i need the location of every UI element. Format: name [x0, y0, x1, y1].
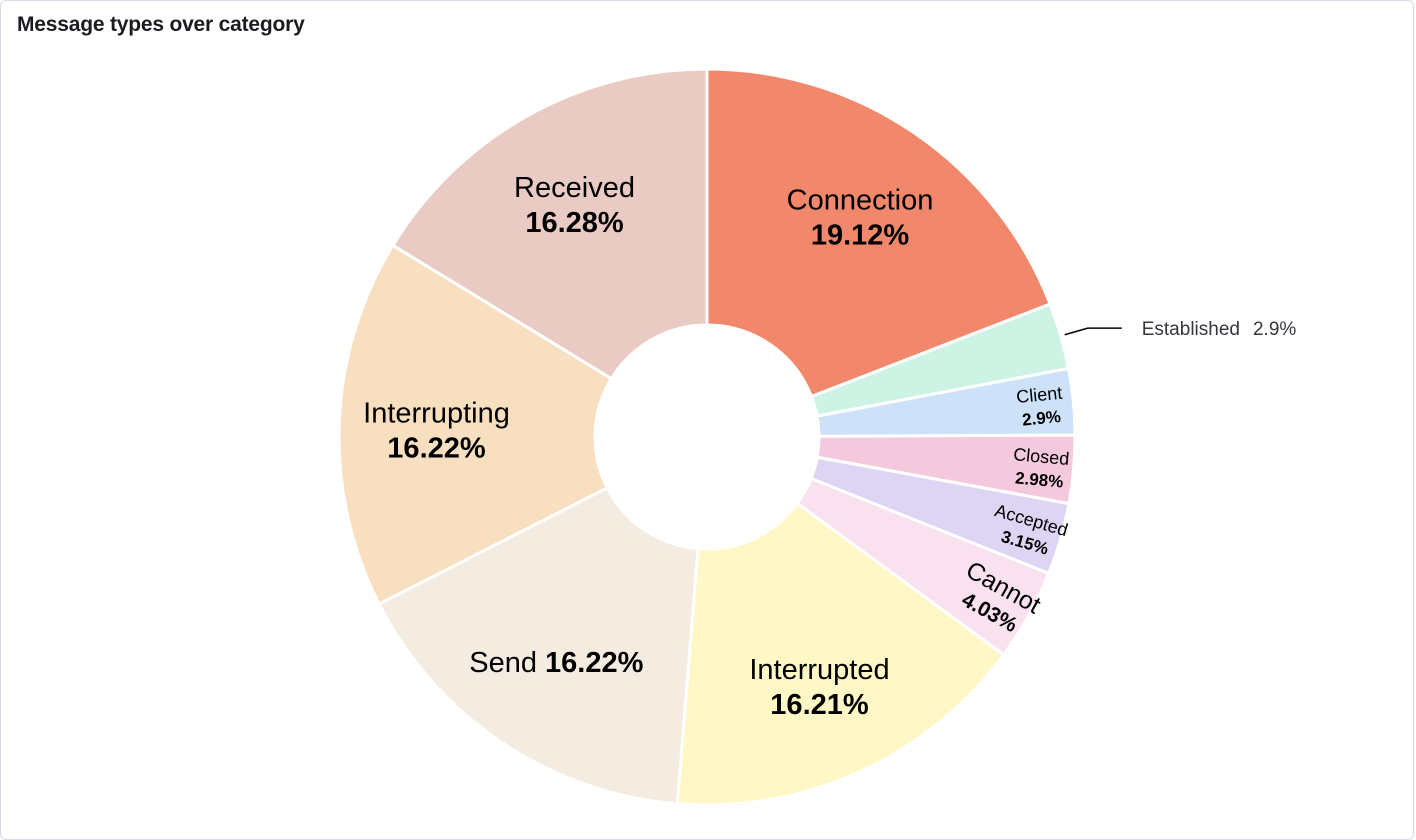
label-pct-connection: 19.12% — [811, 220, 910, 252]
label-pct-interrupted: 16.21% — [770, 689, 869, 721]
label-name-interrupted: Interrupted — [749, 654, 889, 686]
slice-received[interactable] — [390, 67, 709, 381]
slice-send[interactable] — [377, 485, 700, 806]
slice-interrupting[interactable] — [337, 243, 614, 607]
label-name-interrupting: Interrupting — [363, 398, 510, 430]
panel-title: Message types over category — [17, 13, 305, 36]
label-name-established: Established — [1142, 319, 1240, 340]
slices-group — [337, 67, 1077, 807]
label-pct-established: 2.9% — [1253, 319, 1296, 340]
slice-connection[interactable] — [705, 67, 1053, 399]
label-name-connection: Connection — [787, 185, 934, 217]
label-pct-interrupting: 16.22% — [387, 433, 486, 465]
leader-line-established — [1064, 327, 1122, 336]
slice-interrupted[interactable] — [675, 501, 1006, 807]
label-pct-received: 16.28% — [525, 207, 624, 239]
label-pct-client: 2.9% — [1021, 407, 1061, 430]
label-name-received: Received — [514, 172, 635, 204]
label-send: Send 16.22% — [469, 647, 643, 679]
label-pct-closed: 2.98% — [1014, 468, 1064, 491]
label-text-send: Send 16.22% — [469, 647, 643, 679]
label-name-client: Client — [1015, 383, 1063, 407]
label-name-closed: Closed — [1013, 444, 1071, 469]
